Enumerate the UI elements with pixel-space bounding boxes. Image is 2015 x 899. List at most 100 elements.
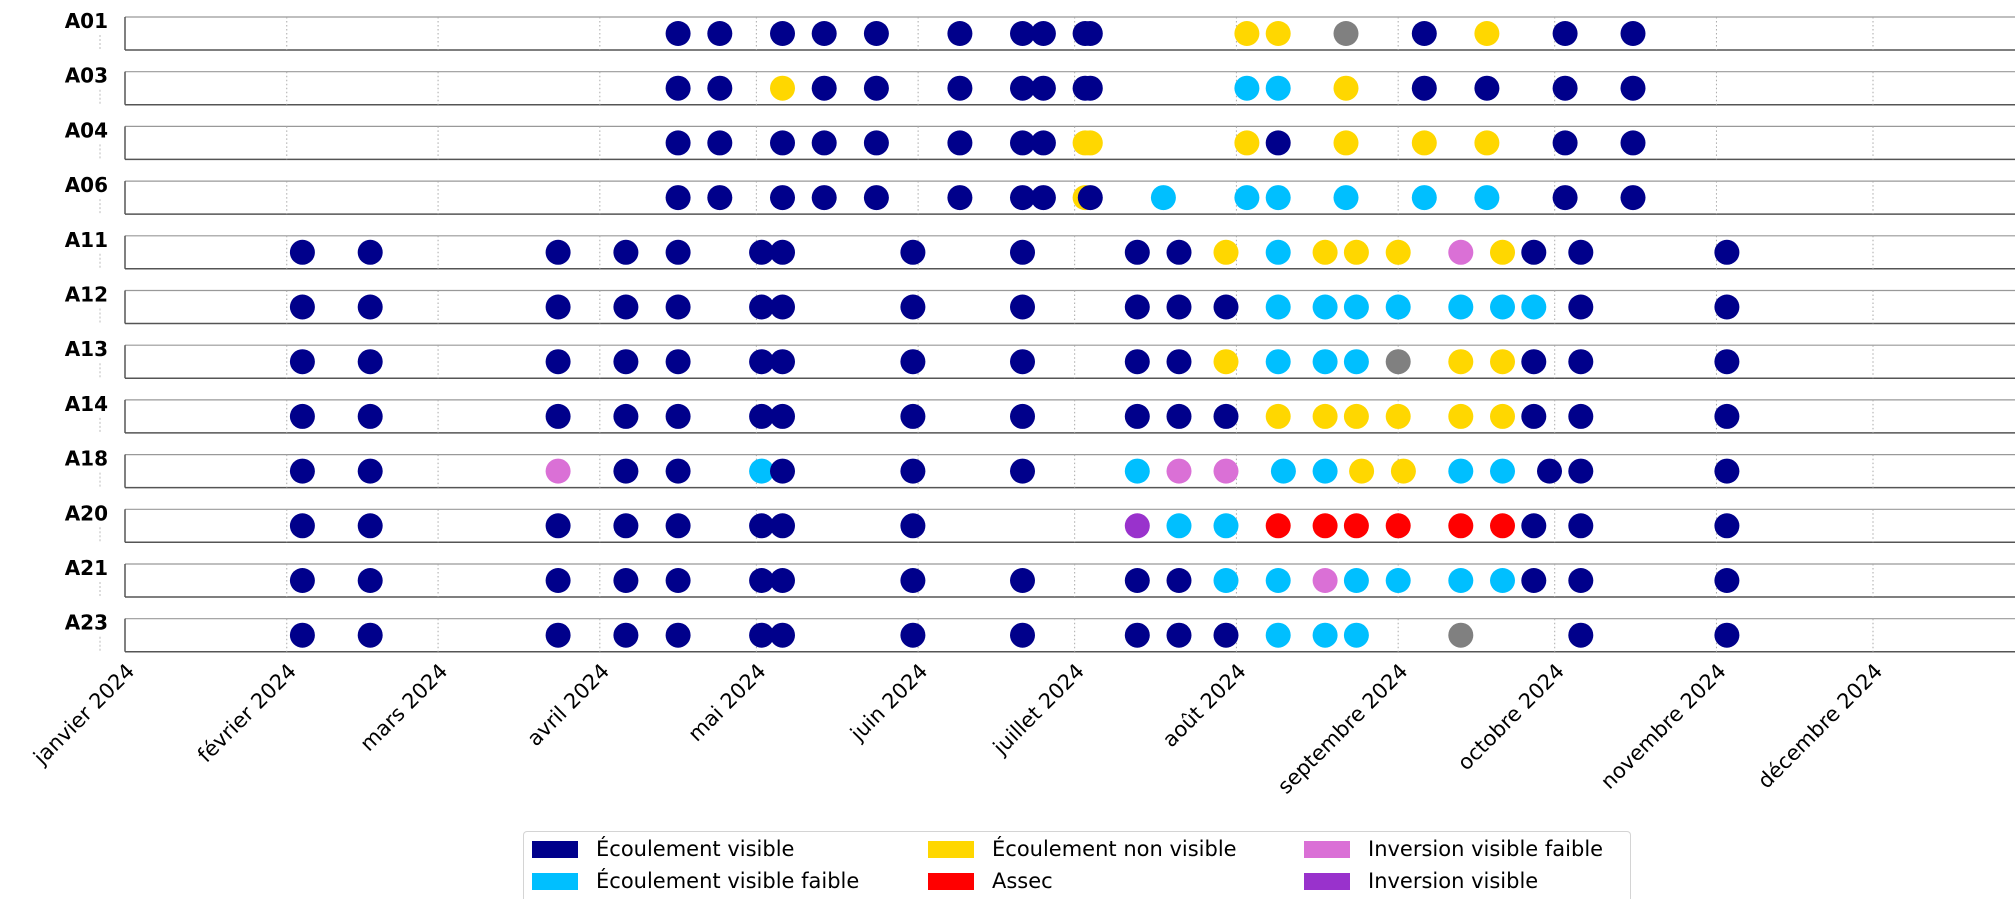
data-point <box>289 513 315 539</box>
data-point <box>1568 239 1594 265</box>
data-point <box>1552 130 1578 156</box>
data-point <box>749 622 775 648</box>
data-point <box>1234 21 1260 46</box>
data-point <box>1333 75 1359 101</box>
data-point <box>1490 294 1515 320</box>
data-point <box>357 568 383 593</box>
data-point <box>1265 21 1291 46</box>
data-point <box>749 349 775 375</box>
data-point <box>749 403 775 429</box>
month-tick-label: décembre 2024 <box>1753 659 1887 793</box>
legend-item-as: Assec <box>928 866 1053 896</box>
data-point <box>1166 294 1192 320</box>
data-point <box>357 403 383 429</box>
data-point <box>749 568 775 593</box>
month-gridlines <box>286 17 1874 652</box>
data-point <box>1474 21 1500 46</box>
data-point <box>811 21 837 46</box>
data-point <box>1474 185 1500 211</box>
data-point <box>863 185 889 211</box>
data-point <box>665 458 691 484</box>
data-point <box>665 185 691 211</box>
data-point <box>811 75 837 101</box>
legend-label-env: Écoulement non visible <box>992 837 1237 861</box>
data-point <box>770 239 795 265</box>
month-tick-label: juillet 2024 <box>988 659 1089 760</box>
data-point <box>1490 349 1515 375</box>
data-point <box>1385 568 1411 593</box>
data-point <box>1411 21 1437 46</box>
data-point <box>665 568 691 593</box>
data-point <box>613 349 639 375</box>
data-point <box>1077 130 1103 156</box>
data-point <box>749 239 775 265</box>
station-label: A01 <box>65 9 108 33</box>
data-point <box>1030 130 1056 156</box>
data-point <box>1343 239 1369 265</box>
data-point <box>900 239 926 265</box>
data-point <box>545 622 571 648</box>
month-tick-label: février 2024 <box>193 659 301 767</box>
data-point <box>1568 568 1594 593</box>
data-point <box>1166 403 1192 429</box>
legend-item-env: Écoulement non visible <box>928 834 1237 864</box>
data-point <box>1714 349 1740 375</box>
data-point <box>545 349 571 375</box>
data-point <box>1385 239 1411 265</box>
data-point <box>1552 75 1578 101</box>
data-point <box>289 349 315 375</box>
month-tick-label: août 2024 <box>1158 659 1251 752</box>
data-point <box>1234 75 1260 101</box>
data-point <box>1166 349 1192 375</box>
data-point <box>770 403 795 429</box>
data-point <box>357 622 383 648</box>
data-point <box>1620 75 1646 101</box>
data-point <box>749 513 775 539</box>
legend-label-ivf: Inversion visible faible <box>1368 837 1604 861</box>
data-point <box>665 349 691 375</box>
legend-swatch-iv <box>1304 872 1350 890</box>
data-point <box>863 75 889 101</box>
station-label: A23 <box>65 611 108 635</box>
data-point <box>613 513 639 539</box>
data-point <box>1124 294 1150 320</box>
data-point <box>357 513 383 539</box>
data-point <box>1448 622 1474 648</box>
data-point <box>1265 622 1291 648</box>
data-point <box>947 21 973 46</box>
data-point <box>1385 403 1411 429</box>
legend-label-ev: Écoulement visible <box>596 837 795 861</box>
data-point <box>1166 622 1192 648</box>
month-tick-label: avril 2024 <box>522 659 614 751</box>
data-point <box>1166 568 1192 593</box>
data-point <box>1124 622 1150 648</box>
data-point <box>1010 568 1035 593</box>
data-point <box>1385 349 1411 375</box>
data-point <box>1213 294 1239 320</box>
data-point <box>1265 75 1291 101</box>
station-label: A11 <box>65 228 108 252</box>
month-tick-label: janvier 2024 <box>28 659 139 770</box>
data-point <box>1213 568 1239 593</box>
data-point <box>1390 458 1416 484</box>
data-point <box>900 294 926 320</box>
legend-swatch-evf <box>532 872 578 890</box>
data-point <box>1234 185 1260 211</box>
data-point <box>749 458 775 484</box>
legend-label-evf: Écoulement visible faible <box>596 869 860 893</box>
data-point <box>770 294 795 320</box>
data-point <box>1568 513 1594 539</box>
legend-swatch-as <box>928 872 974 890</box>
data-point <box>1213 458 1239 484</box>
data-point <box>1333 21 1359 46</box>
data-point <box>770 185 795 211</box>
data-point <box>1568 294 1594 320</box>
data-point <box>1312 568 1338 593</box>
data-point <box>1537 458 1562 484</box>
data-point <box>1714 239 1740 265</box>
data-point <box>1620 130 1646 156</box>
data-point <box>1448 458 1474 484</box>
station-flow-chart: A01 A03 A04 A06 A11 A12 A13 A14 A18 A20 A21 A23 janv… <box>28 9 2015 799</box>
data-point <box>1474 75 1500 101</box>
axis-labels: A01 A03 A04 A06 A11 A12 A13 A14 A18 A20 A21 A23 janv… <box>28 9 1887 799</box>
